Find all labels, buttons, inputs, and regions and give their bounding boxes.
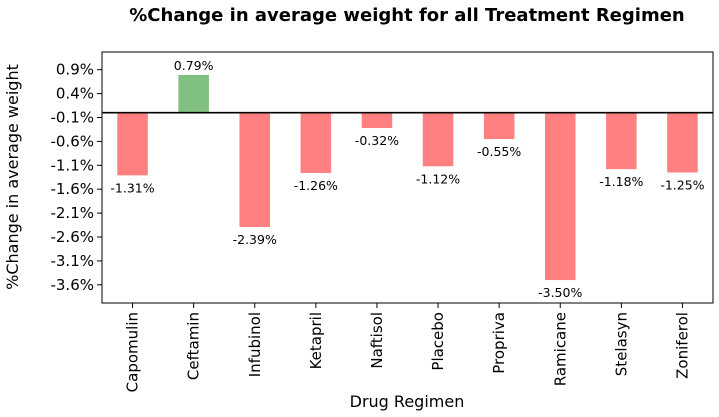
data-label: -1.18%: [599, 174, 643, 189]
bar-zoniferol: [667, 112, 698, 173]
bar-infubinol: [239, 112, 271, 227]
plot-frame: [101, 51, 714, 304]
x-axis-label: Drug Regimen: [350, 392, 465, 411]
chart-title: %Change in average weight for all Treatm…: [129, 5, 684, 26]
bar-naftisol: [361, 112, 393, 129]
bar-ceftamin: [178, 74, 209, 113]
bar-propriva: [483, 112, 515, 140]
y-tick-label: -2.1%: [50, 204, 94, 222]
data-label: -0.32%: [355, 133, 399, 148]
bar-placebo: [422, 112, 454, 167]
y-tick-label: -3.1%: [50, 252, 94, 270]
y-tick-label: 0.4%: [56, 85, 94, 103]
bar-ketapril: [300, 112, 332, 173]
data-label: 0.79%: [174, 58, 214, 73]
y-tick-label: 0.9%: [56, 61, 94, 79]
x-tick-label: Naftisol: [368, 312, 386, 369]
data-label: -2.39%: [233, 232, 277, 247]
x-tick-label: Ceftamin: [185, 312, 203, 380]
plot-area: 0.9% 0.4% -0.1% -0.6% -1.1% -1.6% -2.1% -2.6% -3…: [50, 51, 714, 392]
bar-stelasyn: [606, 112, 637, 170]
bar-ramicane: [544, 112, 576, 281]
y-tick-label: -0.6%: [50, 132, 94, 150]
y-axis-label: %Change in average weight: [3, 64, 22, 290]
x-tick-label: Propriva: [490, 312, 508, 374]
bar-capomulin: [117, 112, 148, 176]
data-label: -0.55%: [477, 144, 521, 159]
x-tick-label: Infubinol: [246, 312, 264, 377]
y-tick-label: -2.6%: [50, 228, 94, 246]
y-tick-label: -1.1%: [50, 156, 94, 174]
x-tick-label: Placebo: [429, 312, 447, 371]
x-tick-label: Ketapril: [307, 312, 325, 369]
y-tick-label: -0.1%: [50, 109, 94, 127]
x-tick-label: Capomulin: [124, 312, 142, 392]
x-tick-label: Ramicane: [551, 312, 569, 386]
y-tick-label: -3.6%: [50, 276, 94, 294]
data-label: -1.31%: [110, 180, 154, 195]
data-label: -3.50%: [538, 285, 582, 300]
x-tick-label: Zoniferol: [673, 312, 691, 379]
data-label: -1.26%: [294, 178, 338, 193]
data-label: -1.25%: [660, 177, 704, 192]
data-label: -1.12%: [416, 171, 460, 186]
y-tick-label: -1.6%: [50, 180, 94, 198]
x-tick-label: Stelasyn: [612, 312, 630, 376]
